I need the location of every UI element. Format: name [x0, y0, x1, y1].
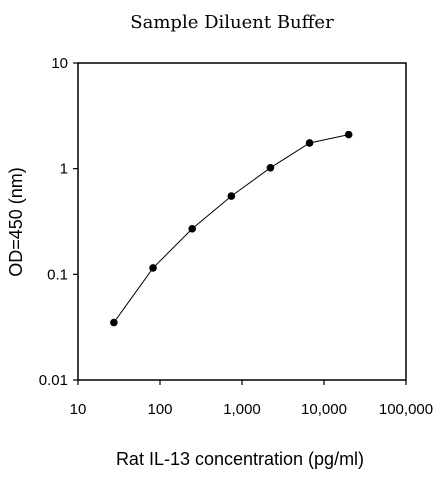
series-layer — [110, 130, 353, 327]
x-tick-label: 100,000 — [379, 401, 433, 418]
y-tick-label: 1 — [60, 161, 68, 178]
x-tick-label: 1,000 — [223, 401, 261, 418]
data-point — [227, 192, 236, 200]
x-tick-label: 10 — [70, 401, 87, 418]
x-axis-ticks: 10 100 1,000 10,000 100,000 — [70, 380, 433, 418]
y-tick-label: 0.1 — [47, 266, 68, 283]
y-axis-label: OD=450 (nm) — [6, 167, 26, 277]
y-axis-ticks: 0.01 0.1 1 10 — [39, 55, 78, 389]
x-tick-label: 10,000 — [301, 401, 347, 418]
data-point — [110, 318, 118, 327]
data-point — [344, 130, 353, 139]
x-tick-label: 100 — [147, 401, 172, 418]
x-axis-label: Rat IL-13 concentration (pg/ml) — [116, 449, 364, 469]
plot-frame — [77, 62, 407, 381]
y-tick-label: 0.01 — [39, 372, 68, 389]
data-point — [149, 264, 157, 272]
data-point — [266, 163, 275, 172]
data-point — [188, 224, 197, 233]
y-tick-label: 10 — [51, 55, 68, 72]
series-line — [113, 134, 349, 323]
data-point — [305, 139, 314, 147]
chart-title: Sample Diluent Buffer — [130, 12, 334, 33]
